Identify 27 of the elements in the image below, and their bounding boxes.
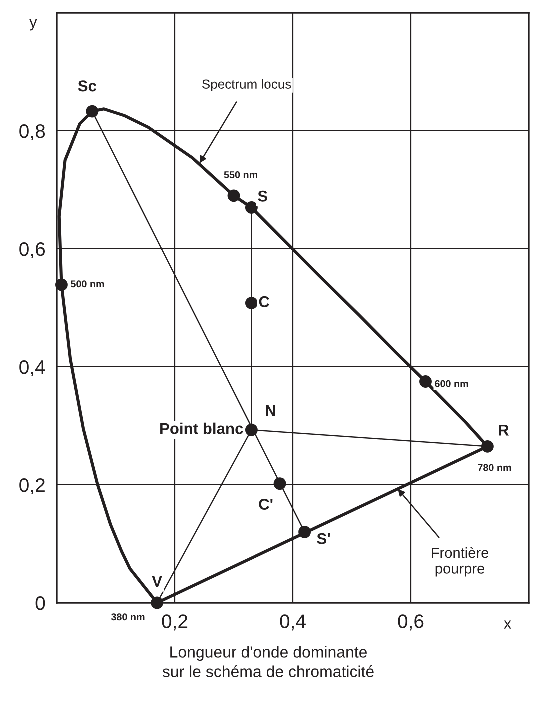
y-tick-label: 0 [36, 596, 46, 610]
annotation: Sc [78, 80, 96, 92]
annotation: S [258, 190, 268, 202]
text: Longueur d'onde dominante sur le schéma de chromaticité [162, 646, 374, 678]
annotation: 500 nm [71, 280, 104, 288]
annotation: Spectrum locus [202, 79, 292, 92]
x-tick-label: 0,6 [398, 614, 424, 631]
annotation: S' [317, 533, 330, 544]
y-tick-label: 0,8 [20, 124, 46, 141]
annotation: C' [259, 498, 273, 510]
annotation: N [266, 405, 276, 416]
annotation: C [259, 296, 270, 308]
annotation: R [499, 424, 510, 436]
annotation: Frontière pourpre [432, 547, 489, 577]
y-tick-label: 0,2 [20, 478, 45, 495]
annotation: V [152, 576, 162, 588]
annotation: 380 nm [111, 614, 145, 621]
x-axis-title: x [504, 620, 512, 629]
x-tick-label: 0,4 [280, 614, 306, 631]
y-tick-label: 0,6 [20, 242, 46, 259]
annotation: 600 nm [435, 380, 468, 388]
x-tick-label: 0,2 [162, 614, 188, 631]
y-tick-label: 0,4 [20, 360, 46, 377]
annotation: Point blanc [160, 422, 244, 434]
annotation: 780 nm [478, 464, 512, 472]
annotation: 550 nm [224, 172, 258, 179]
y-axis-title: y [30, 19, 38, 31]
